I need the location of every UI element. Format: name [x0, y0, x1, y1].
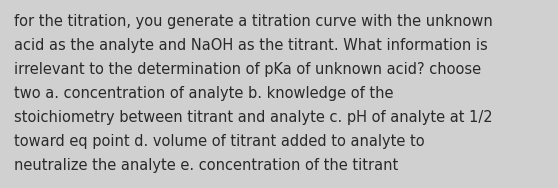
Text: two a. concentration of analyte b. knowledge of the: two a. concentration of analyte b. knowl…	[14, 86, 393, 101]
Text: neutralize the analyte e. concentration of the titrant: neutralize the analyte e. concentration …	[14, 158, 398, 173]
Text: irrelevant to the determination of pKa of unknown acid? choose: irrelevant to the determination of pKa o…	[14, 62, 481, 77]
Text: stoichiometry between titrant and analyte c. pH of analyte at 1/2: stoichiometry between titrant and analyt…	[14, 110, 493, 125]
Text: for the titration, you generate a titration curve with the unknown: for the titration, you generate a titrat…	[14, 14, 493, 29]
Text: toward eq point d. volume of titrant added to analyte to: toward eq point d. volume of titrant add…	[14, 134, 425, 149]
Text: acid as the analyte and NaOH as the titrant. What information is: acid as the analyte and NaOH as the titr…	[14, 38, 488, 53]
